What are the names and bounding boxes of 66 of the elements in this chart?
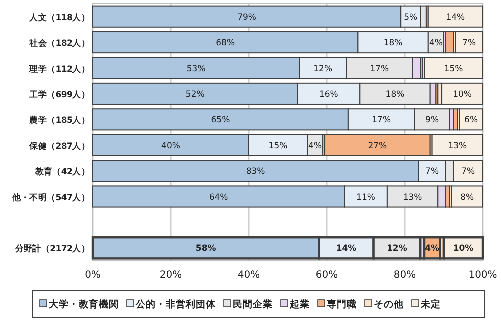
y-tick-label: 保健（287人） (28, 140, 90, 152)
data-label: 14% (336, 244, 358, 254)
data-label: 65% (211, 116, 230, 126)
data-label: 14% (446, 12, 466, 23)
bar (442, 236, 484, 260)
data-label: 52% (186, 90, 205, 100)
x-tick-label: 0% (85, 270, 101, 281)
data-label: 53% (186, 64, 206, 74)
y-tick-label: 社会（182人） (28, 38, 90, 50)
bar (432, 134, 484, 156)
x-tick-label: 20% (160, 270, 182, 281)
y-tick-label: 人文（118人） (28, 12, 90, 24)
data-label: 12% (387, 244, 408, 254)
bar (451, 186, 484, 208)
data-label: 79% (238, 12, 257, 23)
legend-label: 公的・非営利団体 (135, 298, 217, 310)
bar (459, 108, 484, 131)
x-tick-label: 40% (238, 270, 260, 281)
data-label: 27% (368, 141, 388, 152)
legend-label: その他 (374, 298, 405, 310)
data-label: 7% (426, 167, 440, 178)
data-label: 17% (370, 64, 390, 74)
x-tick-label: 100% (468, 270, 498, 281)
bar (442, 82, 484, 105)
data-label: 15% (268, 141, 288, 152)
y-tick-label: 工学（699人） (28, 89, 90, 100)
data-label: 13% (403, 192, 422, 203)
data-label: 5% (404, 12, 418, 23)
data-label: 9% (426, 116, 440, 126)
data-label: 10% (453, 90, 472, 100)
data-label: 83% (246, 167, 266, 178)
data-label: 7% (462, 38, 476, 49)
data-label: 10% (453, 244, 474, 254)
data-label: 64% (209, 192, 228, 203)
data-label: 6% (464, 116, 478, 126)
data-label: 58% (196, 244, 217, 254)
legend-label: 未定 (420, 298, 441, 310)
y-tick-label: 他・不明（547人） (11, 192, 90, 204)
x-tick-label: 80% (394, 270, 416, 281)
data-label: 4% (425, 244, 440, 254)
data-label: 16% (319, 90, 338, 100)
bar (428, 6, 484, 28)
data-label: 4% (308, 141, 322, 152)
data-label: 13% (448, 141, 468, 152)
legend-label: 起業 (289, 298, 310, 310)
data-label: 40% (162, 141, 180, 152)
legend-label: 専門職 (326, 298, 357, 310)
data-label: 7% (462, 167, 476, 178)
bar (424, 57, 484, 80)
y-tick-label: 農学（185人） (28, 115, 90, 126)
y-tick-label: 教育（42人） (34, 166, 90, 178)
data-label: 18% (384, 38, 403, 49)
y-tick-label: 分野計（2172人） (14, 244, 90, 255)
data-label: 17% (372, 116, 392, 126)
x-tick-label: 60% (316, 270, 338, 281)
data-label: 15% (444, 64, 464, 74)
data-label: 12% (314, 64, 333, 74)
legend-label: 大学・教育機関 (48, 298, 119, 310)
legend-label: 民間企業 (233, 298, 273, 310)
data-label: 4% (429, 38, 443, 49)
data-label: 68% (216, 38, 236, 49)
y-tick-label: 理学（112人） (28, 64, 90, 75)
data-label: 8% (460, 192, 474, 203)
bar (324, 134, 431, 156)
data-label: 11% (356, 192, 376, 203)
data-label: 18% (386, 90, 405, 100)
